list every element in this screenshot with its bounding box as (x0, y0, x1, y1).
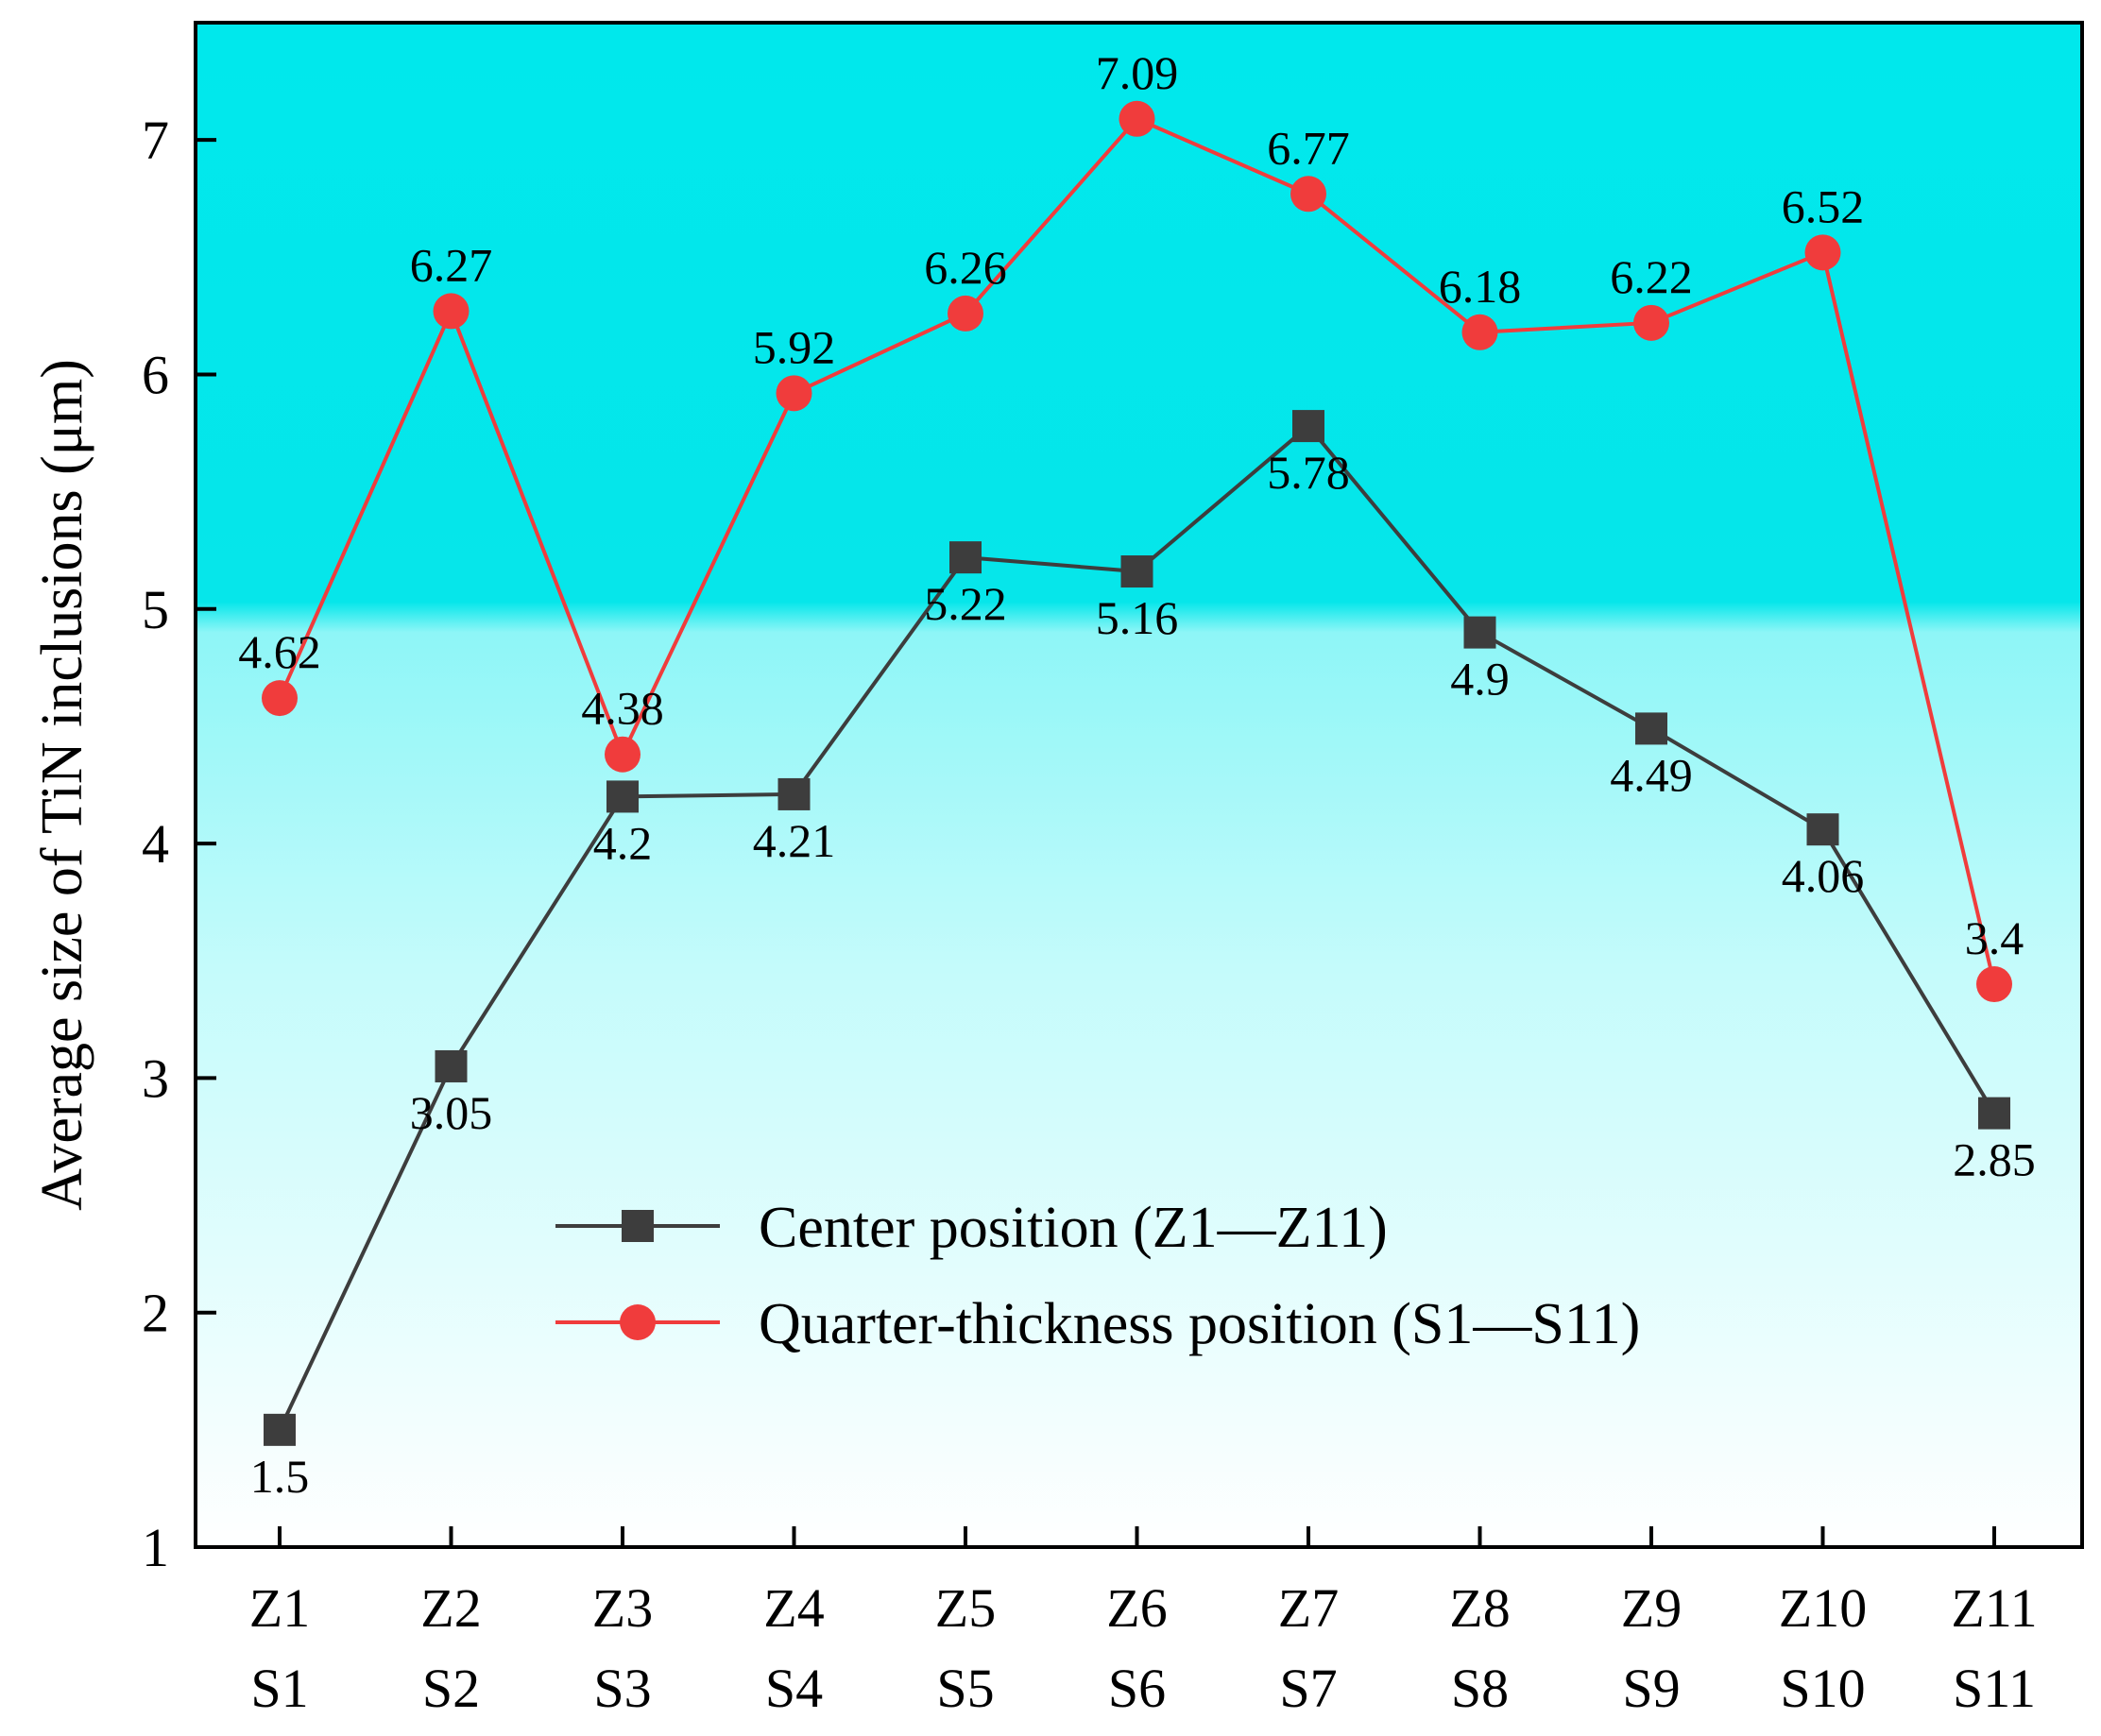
data-label: 6.18 (1439, 260, 1522, 313)
data-point-square (1463, 616, 1496, 649)
data-label: 5.16 (1096, 591, 1179, 644)
data-label: 4.2 (593, 816, 653, 869)
data-point-circle (1119, 100, 1155, 137)
x-tick-label-s: S10 (1780, 1658, 1865, 1719)
data-point-circle (433, 293, 470, 330)
data-point-square (1635, 712, 1667, 745)
data-label: 4.21 (753, 814, 836, 867)
data-label: 4.38 (581, 682, 664, 735)
data-label-layer: 1.5 3.05 4.2 4.21 5.22 5.16 5.78 4.9 4.49 4.06 2.8… (238, 46, 2036, 1503)
legend: Center position (Z1—Z11) Quarter-thickne… (555, 1196, 1640, 1356)
x-tick-label-s: S7 (1279, 1658, 1337, 1719)
x-tick-label-s: S4 (765, 1658, 823, 1719)
data-point-square (1978, 1097, 2010, 1130)
data-point-square (1120, 555, 1153, 588)
data-point-square (777, 777, 811, 810)
data-point-square (1806, 813, 1839, 846)
x-tick-label-s: S2 (422, 1658, 480, 1719)
data-label: 1.5 (250, 1450, 310, 1503)
x-tick-label-s: S5 (936, 1658, 994, 1719)
data-label: 2.85 (1953, 1133, 2036, 1186)
data-label: 6.27 (410, 238, 493, 291)
data-label: 3.05 (410, 1086, 493, 1139)
data-point-square (949, 541, 982, 574)
x-tick-label-z: Z4 (763, 1577, 824, 1639)
data-point-square (606, 780, 639, 813)
y-tick-label: 3 (142, 1047, 169, 1109)
data-label: 4.62 (238, 625, 321, 678)
x-tick-label-s: S6 (1108, 1658, 1166, 1719)
axis-layer: 1 2 3 4 5 6 7 Z1 S1 Z2 S2 Z3 S3 Z4 S4 Z5 S5 Z6 S6 Z7 S7 Z8 S8 Z… (142, 110, 2038, 1719)
x-tick-label-z: Z3 (592, 1577, 653, 1639)
data-point-circle (262, 680, 298, 717)
y-axis-title: Average size of TiN inclusions (μm) (30, 359, 94, 1211)
y-tick-label: 6 (142, 344, 169, 405)
x-tick-label-z: Z9 (1621, 1577, 1682, 1639)
data-point-square (1292, 410, 1324, 443)
data-label: 6.26 (924, 241, 1007, 294)
x-tick-label-s: S8 (1451, 1658, 1509, 1719)
data-point-circle (1804, 234, 1841, 271)
x-tick-label-z: Z7 (1278, 1577, 1339, 1639)
data-label: 5.92 (753, 320, 836, 373)
data-label: 6.77 (1267, 121, 1350, 174)
legend-label-quarter: Quarter-thickness position (S1—S11) (759, 1292, 1640, 1356)
data-point-circle (948, 295, 983, 332)
x-tick-label-s: S1 (250, 1658, 308, 1719)
data-point-square (435, 1049, 468, 1082)
x-tick-label-z: Z10 (1779, 1577, 1867, 1639)
data-label: 6.52 (1782, 179, 1865, 232)
data-label: 4.49 (1610, 748, 1693, 801)
x-tick-label-z: Z6 (1106, 1577, 1167, 1639)
y-tick-label: 5 (142, 579, 169, 640)
data-point-circle (1461, 314, 1498, 350)
data-point-square (264, 1413, 296, 1446)
y-tick-label: 7 (142, 110, 169, 171)
legend-circle-marker (620, 1304, 656, 1340)
x-tick-label-z: Z1 (249, 1577, 310, 1639)
legend-square-marker (622, 1210, 654, 1242)
x-tick-label-z: Z8 (1449, 1577, 1510, 1639)
x-tick-label-z: Z11 (1951, 1577, 2037, 1639)
legend-label-center: Center position (Z1—Z11) (759, 1196, 1388, 1260)
data-point-circle (1290, 176, 1326, 213)
data-label: 3.4 (1965, 911, 2024, 964)
x-tick-label-s: S3 (593, 1658, 651, 1719)
data-label: 5.78 (1267, 446, 1350, 499)
data-label: 4.9 (1450, 653, 1510, 706)
x-tick-label-z: Z2 (420, 1577, 481, 1639)
data-point-circle (605, 736, 641, 773)
data-point-circle (1976, 966, 2012, 1003)
x-tick-label-z: Z5 (935, 1577, 996, 1639)
data-label: 5.22 (924, 577, 1007, 630)
y-tick-label: 4 (142, 813, 169, 875)
x-tick-label-s: S11 (1953, 1658, 2036, 1719)
data-point-circle (1633, 304, 1669, 341)
data-label: 7.09 (1096, 46, 1179, 99)
y-tick-label: 1 (142, 1517, 169, 1578)
data-point-circle (776, 375, 812, 412)
y-tick-label: 2 (142, 1283, 169, 1344)
data-label: 4.06 (1782, 849, 1865, 902)
series-layer (262, 100, 2012, 1446)
data-label: 6.22 (1610, 250, 1693, 303)
x-tick-label-s: S9 (1622, 1658, 1680, 1719)
